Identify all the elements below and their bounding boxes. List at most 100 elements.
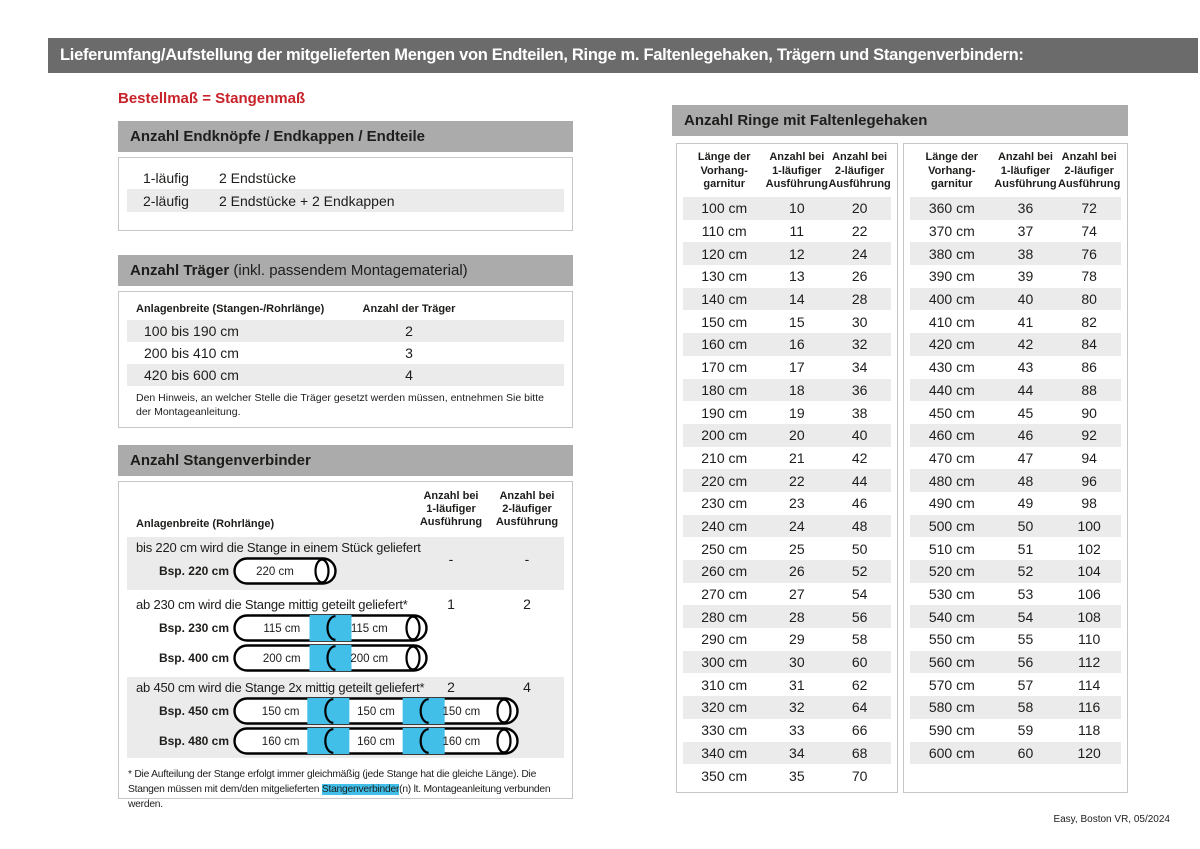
section-header-ringe-label: Anzahl Ringe mit Faltenlegehaken — [684, 112, 928, 129]
svg-text:160 cm: 160 cm — [262, 736, 300, 748]
table-row: 560 cm 56 112 — [904, 650, 1127, 674]
rod-example-row: Bsp. 480 cm 160 cm 160 cm 160 cm — [127, 727, 519, 755]
table-row: 380 cm 38 76 — [904, 242, 1127, 266]
table-row: 430 cm 43 86 — [904, 356, 1127, 379]
table-cell: 580 cm — [928, 699, 975, 716]
svg-text:150 cm: 150 cm — [262, 706, 300, 718]
rod-examples: Bsp. 220 cm 220 cm — [127, 557, 337, 587]
table-cell: 108 — [1077, 608, 1101, 625]
table-row: 600 cm 60 120 — [904, 741, 1127, 765]
table-cell: 116 — [1078, 699, 1101, 716]
table-row: 270 cm 27 54 — [677, 583, 897, 606]
rod-example-row: Bsp. 400 cm 200 cm 200 cm — [127, 644, 428, 672]
table-cell: 40 — [1017, 291, 1034, 308]
table-row: 110 cm 11 22 — [677, 220, 897, 243]
table-cell: 530 cm — [928, 586, 975, 603]
table-cell: 48 — [1017, 472, 1034, 489]
table-cell: 64 — [851, 699, 868, 716]
table-cell: 16 — [789, 336, 805, 353]
table-cell: 44 — [851, 472, 868, 489]
table-cell: 80 — [1081, 291, 1097, 308]
table-cell: 92 — [1081, 427, 1097, 444]
table-cell: 46 — [851, 495, 868, 512]
table-cell: 96 — [1081, 472, 1097, 489]
rod-examples: Bsp. 230 cm 115 cm 115 cm Bsp. 400 cm 200 cm… — [127, 614, 428, 674]
table-cell: 104 — [1077, 563, 1101, 580]
table-cell: 200 bis 410 cm — [144, 345, 239, 361]
table-cell: 36 — [851, 381, 868, 398]
table-row: 100 bis 190 cm 2 — [127, 320, 564, 342]
table-cell: 440 cm — [928, 381, 975, 398]
table-row: 500 cm 50 100 — [904, 514, 1127, 538]
table-cell: 220 cm — [701, 472, 748, 489]
svg-text:220 cm: 220 cm — [256, 566, 294, 578]
table-header-row: Länge der Vorhang-garnitur Anzahl bei 1-läu… — [904, 144, 1127, 197]
table-cell: 390 cm — [928, 268, 975, 285]
table-cell: 380 cm — [928, 245, 975, 262]
table-row: 530 cm 53 106 — [904, 583, 1127, 606]
table-cell: 20 — [789, 427, 805, 444]
table-cell: 38 — [851, 404, 868, 421]
svg-text:160 cm: 160 cm — [357, 736, 395, 748]
table-row: 540 cm 54 108 — [904, 605, 1127, 629]
table-cell: 43 — [1017, 359, 1034, 376]
table-cell: 510 cm — [928, 540, 975, 557]
table-cell: 450 cm — [928, 404, 975, 421]
table-cell: 52 — [1017, 563, 1034, 580]
table-cell: 34 — [789, 744, 805, 761]
column-header: Anzahl bei 2-läufiger Ausführung — [495, 490, 559, 528]
table-cell: 49 — [1017, 495, 1034, 512]
table-cell: 52 — [851, 563, 868, 580]
table-cell: 88 — [1081, 381, 1097, 398]
table-cell: 24 — [789, 517, 805, 534]
table-cell: 112 — [1078, 654, 1101, 671]
table-cell: 400 cm — [928, 291, 975, 308]
table-row: 440 cm 44 88 — [904, 378, 1127, 402]
svg-text:160 cm: 160 cm — [442, 736, 480, 748]
table-cell: 570 cm — [928, 676, 975, 693]
svg-text:200 cm: 200 cm — [350, 653, 388, 665]
svg-text:150 cm: 150 cm — [442, 706, 480, 718]
table-cell: 120 cm — [701, 245, 748, 262]
table-cell: 70 — [851, 767, 868, 784]
section-header-verbinder: Anzahl Stangenverbinder — [118, 445, 573, 476]
block-description: bis 220 cm wird die Stange in einem Stüc… — [136, 540, 421, 555]
table-cell: - — [448, 551, 454, 567]
table-cell: 30 — [789, 654, 805, 671]
table-row: 520 cm 52 104 — [904, 560, 1127, 583]
table-row: 370 cm 37 74 — [904, 220, 1127, 243]
table-cell: 53 — [1017, 586, 1034, 603]
svg-text:115 cm: 115 cm — [263, 623, 300, 635]
table-cell: 2 Endstücke + 2 Endkappen — [219, 192, 395, 209]
table-cell: 58 — [1017, 699, 1034, 716]
table-cell: 60 — [851, 654, 868, 671]
table-cell: 34 — [851, 359, 868, 376]
table-cell: 54 — [1017, 608, 1034, 625]
table-cell: 4 — [405, 367, 413, 383]
table-row: 130 cm 13 26 — [677, 265, 897, 288]
document-footer: Easy, Boston VR, 05/2024 — [1053, 814, 1170, 825]
verbinder-table: Anlagenbreite (Rohrlänge) Anzahl bei 1-lä… — [118, 481, 573, 810]
table-cell: 240 cm — [701, 517, 748, 534]
table-row: 300 cm 30 60 — [677, 650, 897, 674]
table-cell: 72 — [1081, 200, 1097, 217]
rod-diagram: 220 cm — [233, 557, 337, 585]
table-row: 480 cm 48 96 — [904, 469, 1127, 492]
section-header-traeger: Anzahl Träger (inkl. passendem Montagema… — [118, 255, 573, 286]
table-cell: 2-läufig — [143, 192, 189, 209]
rings-table-left: Länge der Vorhang-garnitur Anzahl bei 1-läu… — [676, 143, 898, 793]
table-cell: 37 — [1017, 223, 1034, 240]
table-cell: 160 cm — [701, 336, 748, 353]
table-cell: 430 cm — [928, 359, 975, 376]
table-cell: 540 cm — [928, 608, 975, 625]
table-row: 470 cm 47 94 — [904, 447, 1127, 470]
rod-example-label: Bsp. 400 cm — [158, 651, 229, 665]
table-row: 290 cm 29 58 — [677, 628, 897, 651]
table-cell: 110 — [1078, 631, 1101, 648]
table-row: 180 cm 18 36 — [677, 378, 897, 402]
section-header-traeger-label: Anzahl Träger — [130, 262, 230, 279]
traeger-table: Anlagenbreite (Stangen-/Rohrlänge) Anzah… — [118, 291, 573, 428]
table-row: 200 bis 410 cm 3 — [127, 342, 564, 364]
table-cell: 30 — [851, 313, 868, 330]
